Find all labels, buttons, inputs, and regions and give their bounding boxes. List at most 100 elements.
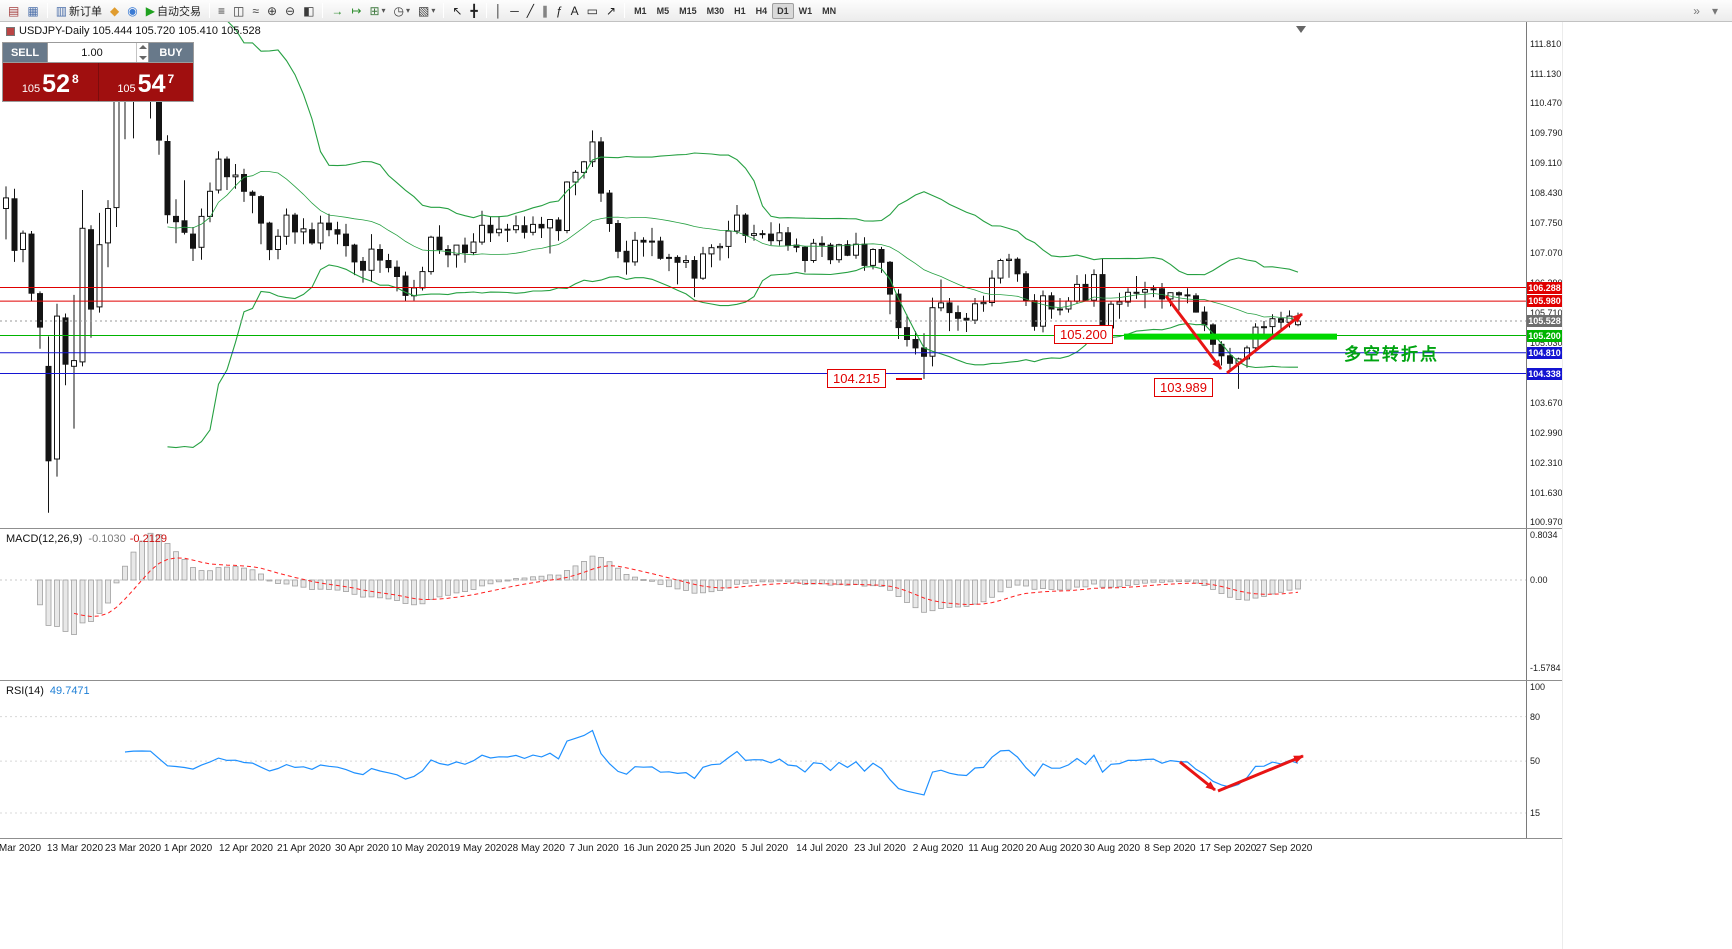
toolbar-separator — [46, 3, 48, 18]
text-icon[interactable]: A — [567, 3, 583, 19]
trend-arrows[interactable] — [1179, 754, 1304, 793]
macd-bar — [742, 579, 749, 584]
bar-chart-icon: ≡ — [217, 3, 225, 18]
sell-price[interactable]: 105 52 8 — [3, 63, 98, 101]
template-dropdown[interactable]: ▧ ▾ — [414, 3, 439, 19]
macd-bar — [156, 534, 162, 581]
toolbar-overflow-icon[interactable]: » — [1689, 3, 1704, 19]
candle — [878, 249, 885, 263]
trendline-icon[interactable]: ╱ — [523, 3, 538, 19]
candle — [853, 243, 859, 256]
candle — [1176, 292, 1182, 296]
trend-arrow[interactable] — [1164, 295, 1223, 370]
rsi-plot[interactable] — [0, 681, 1526, 838]
trend-arrows[interactable] — [1164, 295, 1303, 375]
trend-arrow[interactable] — [1226, 312, 1303, 375]
tile-windows-icon[interactable]: ◧ — [299, 3, 318, 19]
current-price-label: 105.528 — [1527, 315, 1562, 327]
trendline-icon: ╱ — [526, 3, 534, 18]
macd-bar — [1176, 579, 1182, 583]
candle — [912, 339, 919, 349]
arrows-icon[interactable]: ↗ — [602, 3, 620, 19]
candle — [45, 365, 52, 462]
pane-separator-dates[interactable] — [0, 838, 1562, 839]
candle — [1065, 300, 1072, 310]
buy-price[interactable]: 105 54 7 — [97, 63, 194, 101]
horizontal-lines-layer[interactable] — [0, 287, 1526, 374]
bar-chart-icon[interactable]: ≡ — [214, 3, 229, 19]
tf-m15-button[interactable]: M15 — [674, 3, 702, 19]
vertical-line-icon[interactable]: │ — [491, 3, 507, 19]
new-order-button[interactable]: ▥ 新订单 — [52, 1, 106, 21]
macd-bar — [759, 579, 766, 583]
macd-bar — [1244, 579, 1250, 601]
candle — [164, 141, 171, 216]
chart-shift-icon[interactable]: ↦ — [347, 3, 365, 19]
tf-h4-button[interactable]: H4 — [751, 3, 773, 19]
line-chart-icon[interactable]: ≈ — [248, 3, 263, 19]
date-tick-label: 30 Apr 2020 — [335, 843, 389, 854]
tf-h1-button[interactable]: H1 — [729, 3, 751, 19]
date-axis[interactable]: Mar 2020 13 Mar 2020 23 Mar 2020 1 Apr 2020… — [0, 839, 1562, 859]
date-tick-label: 21 Apr 2020 — [277, 843, 331, 854]
tf-w1-button[interactable]: W1 — [794, 3, 818, 19]
cursor-icon[interactable]: ↖ — [448, 3, 466, 19]
fibonacci-icon[interactable]: ƒ — [552, 3, 567, 19]
crosshair-icon[interactable]: ╋ — [466, 3, 481, 19]
candlestick-chart-icon[interactable]: ◫ — [229, 3, 248, 19]
zoom-in-icon[interactable]: ⊕ — [263, 3, 281, 19]
tf-m1-button[interactable]: M1 — [629, 3, 652, 19]
pane-separator-rsi[interactable] — [0, 680, 1562, 681]
date-tick-label: 11 Aug 2020 — [968, 843, 1024, 854]
annotation-104215[interactable]: 104.215 — [827, 369, 886, 388]
timeframe-dropdown[interactable]: ◷ ▾ — [390, 3, 415, 19]
candle — [666, 256, 672, 259]
new-chart-dropdown[interactable]: ⊞ ▾ — [365, 3, 389, 19]
tf-mn-button[interactable]: MN — [817, 3, 841, 19]
candle — [1133, 291, 1140, 294]
buy-button[interactable]: BUY — [149, 43, 193, 62]
market-depth-icon[interactable]: ◉ — [123, 3, 141, 19]
tf-m5-button[interactable]: M5 — [652, 3, 675, 19]
trend-arrow[interactable] — [1217, 754, 1304, 793]
volume-up-button[interactable] — [137, 43, 148, 53]
macd-bar — [1201, 579, 1208, 586]
new-chart-icon[interactable]: ▤ — [4, 3, 23, 19]
date-tick-label: 20 Aug 2020 — [1025, 843, 1083, 854]
macd-bar — [1116, 579, 1123, 588]
volume-input[interactable] — [48, 43, 136, 62]
candle — [989, 277, 995, 304]
tf-m30-button[interactable]: M30 — [702, 3, 730, 19]
profiles-icon[interactable]: ▦ — [23, 3, 42, 19]
candle — [37, 293, 43, 328]
candle — [215, 158, 222, 191]
price-chart-plot[interactable] — [0, 22, 1526, 528]
indicators-icon[interactable]: ◆ — [106, 3, 123, 19]
macd-plot[interactable] — [0, 529, 1526, 680]
vertical-line-icon: │ — [494, 3, 503, 18]
candle — [1082, 283, 1089, 301]
toolbar-separator — [443, 3, 445, 18]
macd-bar — [283, 579, 290, 585]
annotation-105200[interactable]: 105.200 — [1054, 325, 1113, 344]
macd-bar — [351, 579, 358, 595]
annotation-103989[interactable]: 103.989 — [1154, 378, 1213, 397]
candle — [649, 240, 655, 243]
toolbar-options-icon[interactable]: ▾ — [1708, 3, 1722, 19]
pane-separator-macd[interactable] — [0, 528, 1562, 529]
auto-scroll-icon[interactable]: → — [327, 3, 347, 19]
chart-shift-marker[interactable] — [1296, 26, 1306, 33]
tf-mn-button-label: MN — [822, 5, 837, 16]
trend-arrow[interactable] — [1179, 760, 1216, 792]
zoom-out-icon[interactable]: ⊖ — [281, 3, 299, 19]
shapes-icon[interactable]: ▭ — [583, 3, 602, 19]
autotrading-button[interactable]: ▶ 自动交易 — [142, 1, 205, 21]
volume-down-button[interactable] — [137, 53, 148, 63]
sell-button[interactable]: SELL — [3, 43, 47, 62]
price-axis[interactable]: 111.810 111.130 110.470 109.790 109.110 108.4… — [1526, 22, 1562, 839]
channel-icon[interactable]: ∥ — [538, 3, 552, 19]
horizontal-line-icon[interactable]: ─ — [506, 3, 523, 19]
annotation-turning-point[interactable]: 多空转折点 — [1344, 345, 1439, 364]
tf-d1-button[interactable]: D1 — [772, 2, 794, 19]
candle — [79, 227, 86, 363]
